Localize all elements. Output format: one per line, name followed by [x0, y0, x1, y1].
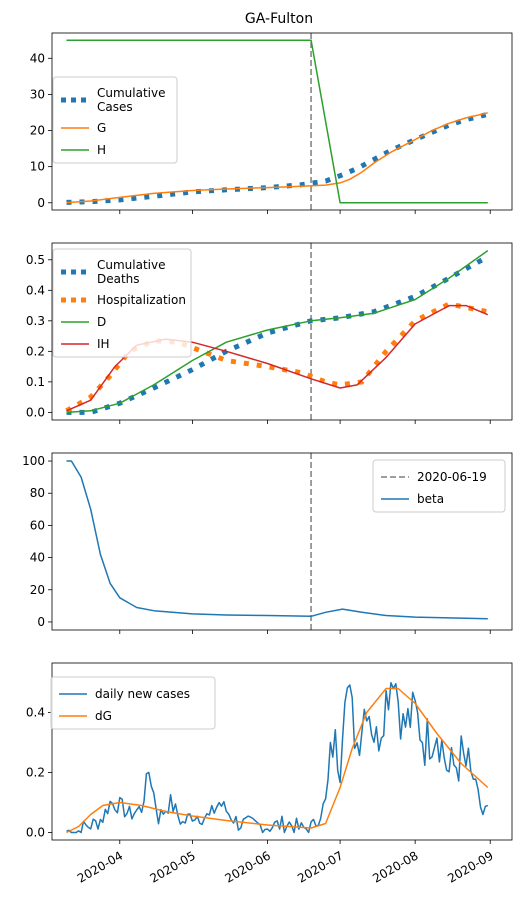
- y-tick-label: 40: [30, 51, 45, 65]
- legend-label: H: [97, 143, 106, 157]
- legend-label: Hospitalization: [97, 293, 186, 307]
- y-tick-label: 0: [37, 196, 45, 210]
- legend-label: daily new cases: [95, 687, 190, 701]
- axes-frame: [51, 452, 513, 631]
- legend: 2020-06-19 beta: [372, 459, 506, 513]
- legend-label: 2020-06-19: [417, 470, 487, 484]
- y-tick-label: 10: [30, 160, 45, 174]
- y-tick-label: 0.4: [26, 283, 45, 297]
- legend: Cumulative Cases GH: [52, 76, 178, 164]
- legend-label: D: [97, 315, 106, 329]
- y-tick-label: 0: [37, 615, 45, 629]
- y-tick-label: 0.0: [26, 405, 45, 419]
- y-tick-label: 40: [30, 551, 45, 565]
- y-tick-label: 0.2: [26, 344, 45, 358]
- series-4-1: [66, 681, 489, 834]
- series-2-3: [66, 249, 489, 414]
- legend-box: [52, 248, 192, 358]
- y-tick-label: 80: [30, 486, 45, 500]
- series-4-2: [66, 687, 489, 834]
- legend-label: Cumulative Deaths: [97, 258, 166, 286]
- subplot-3: 0 20 40 60 80 100 2020-06-19 beta: [22, 452, 513, 634]
- axes-frame: [51, 242, 513, 421]
- legend-label: G: [97, 121, 106, 135]
- axes-frame: [51, 32, 513, 211]
- y-tick-label: 0.4: [26, 706, 45, 720]
- y-tick-label: 0.0: [26, 826, 45, 840]
- y-tick-label: 0.5: [26, 253, 45, 267]
- legend: Cumulative Deaths Hospitalization D IH: [52, 248, 192, 358]
- subplot-2: 0.0 0.1 0.2 0.3 0.4 0.5 Cumulative Deaths Hospit…: [26, 242, 513, 424]
- axes-frame: [51, 662, 513, 841]
- subplot-1: 0 10 20 30 40 Cumulative Cases GH: [30, 32, 513, 214]
- legend: daily new cases dG: [50, 676, 216, 730]
- y-tick-label: 20: [30, 583, 45, 597]
- legend-label: Cumulative Cases: [97, 86, 166, 114]
- y-tick-label: 0.2: [26, 766, 45, 780]
- legend-label: dG: [95, 709, 112, 723]
- series-1-3: [66, 39, 488, 204]
- y-tick-label: 20: [30, 124, 45, 138]
- legend-label: IH: [97, 337, 110, 351]
- series-1-2: [66, 112, 488, 204]
- chart-title: GA-Fulton: [245, 11, 313, 27]
- y-tick-label: 60: [30, 518, 45, 532]
- legend-box: [50, 676, 216, 730]
- y-tick-label: 30: [30, 87, 45, 101]
- y-tick-label: 0.3: [26, 314, 45, 328]
- y-tick-label: 0.1: [26, 375, 45, 389]
- legend-label: beta: [417, 492, 444, 506]
- series-1-1: [66, 111, 489, 205]
- y-tick-label: 100: [22, 454, 45, 468]
- series-3-1: [66, 460, 488, 620]
